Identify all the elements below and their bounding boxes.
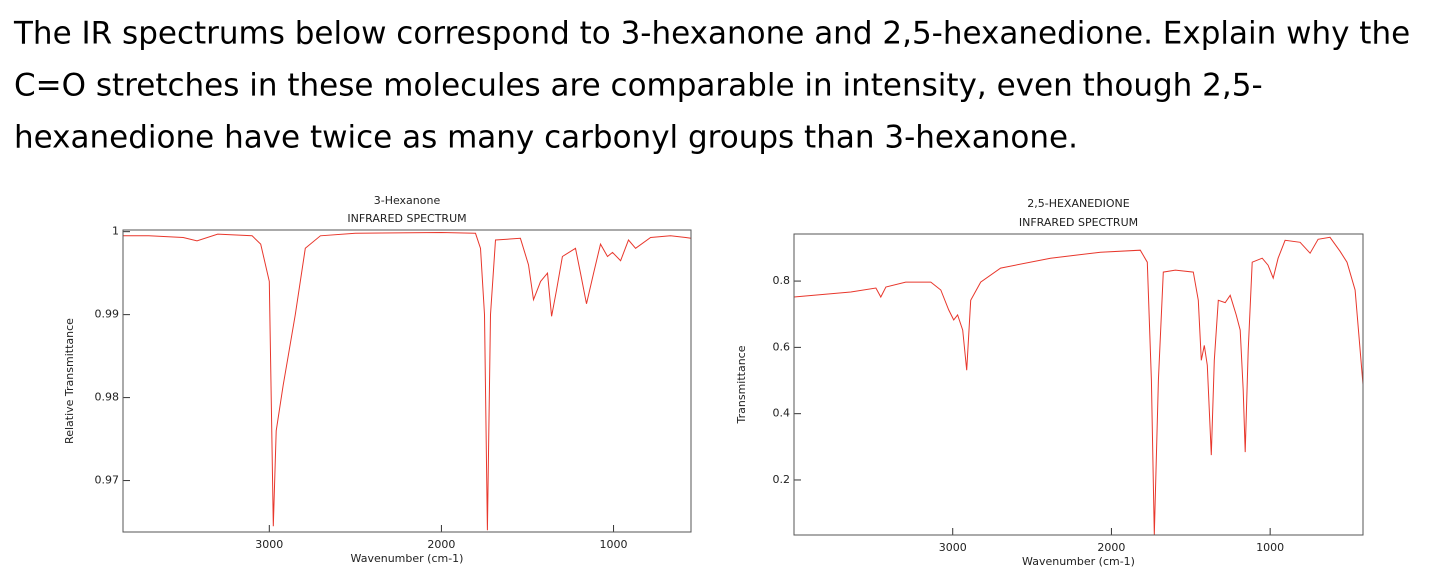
x-tick-label: 2000 [1097,541,1125,554]
y-tick-label: 0.98 [95,391,120,404]
y-tick-label: 1 [112,225,119,238]
y-tick-label: 0.8 [773,274,791,287]
spectrum-line [793,236,1364,535]
y-tick-label: 0.99 [95,308,120,321]
spectrum-line [123,231,692,531]
y-axis-label: Transmittance [735,345,748,424]
chart-title: 2,5-HEXANEDIONE [1027,197,1130,210]
question-line: The IR spectrums below correspond to 3-h… [13,16,1410,52]
x-tick-label: 1000 [600,538,628,551]
y-tick-label: 0.6 [773,340,791,353]
plot-frame [793,233,1364,536]
x-axis-label: Wavenumber (cm-1) [351,552,464,565]
plot-frame [122,229,692,533]
y-axis-label: Relative Transmittance [63,318,76,444]
chart-title: 3-Hexanone [374,194,441,207]
y-tick-label: 0.2 [773,473,791,486]
x-tick-label: 1000 [1256,541,1284,554]
x-tick-label: 3000 [939,541,967,554]
chart-subtitle: INFRARED SPECTRUM [347,212,466,225]
y-tick-label: 0.4 [773,407,791,420]
y-tick-label: 0.97 [95,474,120,487]
question-line: hexanedione have twice as many carbonyl … [14,120,1078,156]
x-tick-label: 2000 [427,538,455,551]
chart-subtitle: INFRARED SPECTRUM [1019,216,1138,229]
question-line: C=O stretches in these molecules are com… [14,68,1263,104]
x-axis-label: Wavenumber (cm-1) [1022,555,1135,568]
x-tick-label: 3000 [255,538,283,551]
